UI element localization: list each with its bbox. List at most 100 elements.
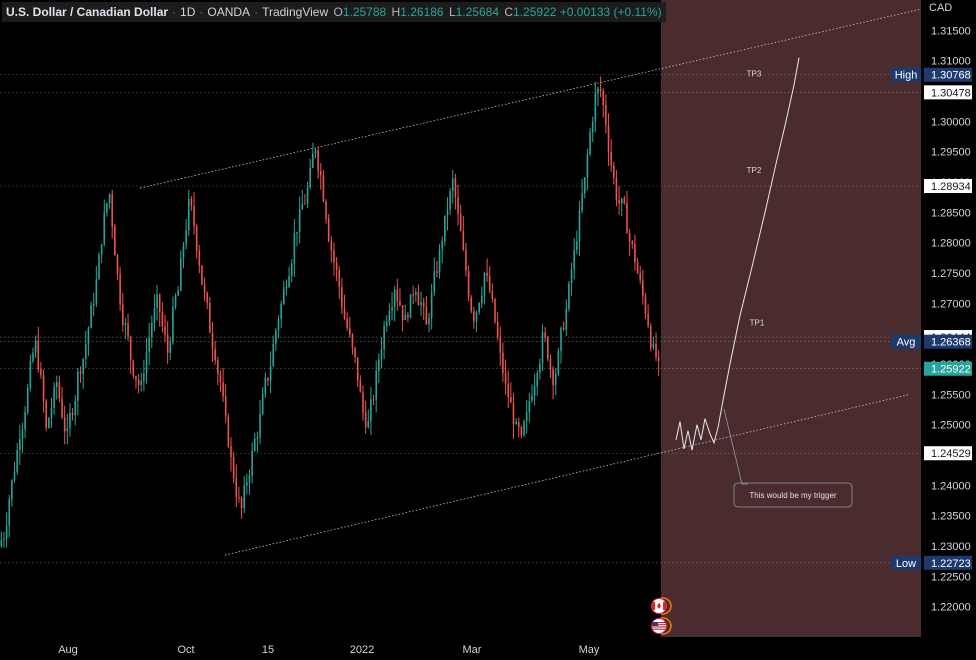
candle-body: [187, 198, 190, 231]
trigger-callout-text: This would be my trigger: [749, 491, 836, 500]
candle-body: [417, 292, 420, 306]
candle-body: [0, 540, 3, 546]
price-level-label: High: [895, 70, 918, 82]
candle-body: [388, 310, 391, 323]
candle-body: [356, 357, 359, 381]
low-value: 1.25684: [455, 5, 500, 19]
candle-body: [565, 308, 568, 330]
candle-body: [378, 359, 380, 372]
candle-body: [275, 330, 277, 344]
candle-body: [5, 525, 8, 539]
candle-body: [367, 421, 370, 428]
price-axis-background: [921, 0, 976, 660]
candle-body: [370, 399, 372, 422]
candle-body: [312, 153, 314, 168]
price-level-label-tag: [891, 334, 921, 349]
candle-body: [570, 268, 573, 284]
candle-body: [491, 291, 494, 299]
candle-body: [253, 438, 256, 451]
candle-body: [108, 194, 111, 204]
price-level-label: Avg: [897, 337, 916, 349]
candle-body: [111, 194, 113, 227]
candle-body: [594, 93, 597, 122]
candle-body: [301, 203, 304, 210]
candle-body: [69, 412, 71, 429]
candle-body: [573, 250, 575, 269]
candle-body: [230, 446, 232, 457]
price-level-label-tag: [891, 555, 921, 570]
candle-body: [240, 498, 243, 509]
currency-unit: CAD: [929, 2, 953, 14]
candle-body: [597, 88, 599, 94]
candle-body: [32, 352, 34, 362]
candle-body: [100, 244, 103, 255]
event-flags[interactable]: [651, 597, 672, 635]
candle-body: [502, 352, 504, 374]
price-level-tag: [924, 67, 972, 82]
candle-body: [53, 386, 55, 409]
candle-body: [533, 386, 536, 396]
candle-body: [127, 323, 129, 337]
price-tick-label: 1.27000: [931, 298, 971, 310]
price-tick-label: 1.23000: [931, 541, 971, 553]
canada-flag-icon[interactable]: [651, 598, 667, 614]
candle-body: [605, 104, 607, 126]
price-tick-label: 1.25000: [931, 420, 971, 432]
candle-body: [475, 312, 478, 322]
candle-body: [330, 240, 333, 251]
tp3-label: TP3: [747, 69, 762, 78]
price-level-tag: [924, 85, 972, 100]
candle-body: [106, 203, 108, 213]
candle-body: [528, 400, 531, 413]
candle-body: [182, 244, 185, 259]
high-label: H: [391, 5, 401, 19]
candle-body: [349, 327, 351, 335]
candle-body: [256, 437, 259, 439]
candle-body: [465, 249, 467, 271]
candle-body: [217, 360, 219, 375]
candle-body: [174, 295, 177, 307]
candle-body: [375, 371, 377, 400]
candle-body: [195, 225, 198, 251]
time-axis[interactable]: Aug Oct 15 2022 Mar May: [0, 637, 976, 660]
candle-body: [649, 325, 652, 348]
candle-body: [583, 177, 586, 194]
candle-body: [267, 377, 269, 381]
upper-trendline: [139, 8, 922, 189]
low-label: L: [448, 5, 456, 19]
candle-body: [549, 358, 552, 370]
price-level-tag: [924, 334, 972, 349]
close-value: 1.25922: [513, 5, 557, 19]
interval[interactable]: 1D: [180, 5, 196, 19]
candle-body: [219, 374, 222, 383]
price-level-value: 1.25922: [931, 364, 971, 376]
price-projection: [675, 57, 800, 451]
candle-body: [45, 401, 47, 428]
us-flag-icon[interactable]: [651, 618, 667, 634]
candle-body: [82, 359, 84, 374]
candle-body: [87, 328, 90, 345]
symbol-name[interactable]: U.S. Dollar / Canadian Dollar: [6, 5, 169, 19]
symbol-header: U.S. Dollar / Canadian Dollar · 1D · OANDA · T…: [2, 2, 666, 22]
price-tick-label: 1.22000: [931, 602, 971, 614]
candle-body: [203, 284, 206, 293]
candle-body: [478, 303, 480, 313]
candle-body: [428, 317, 430, 325]
candle-body: [560, 327, 562, 352]
candle-body: [602, 90, 605, 105]
candle-body: [422, 302, 425, 307]
price-axis[interactable]: 1.315001.310001.305001.300001.295001.290…: [891, 0, 976, 660]
candle-body: [636, 262, 639, 274]
candle-body: [61, 398, 63, 418]
candle-body: [304, 203, 306, 205]
candle-body: [211, 332, 214, 350]
candle-body: [396, 289, 399, 302]
candle-body: [441, 241, 443, 250]
candle-body: [483, 272, 486, 296]
platform: TradingView: [262, 5, 329, 19]
candle-body: [462, 230, 465, 250]
price-level-value: 1.28934: [931, 181, 971, 193]
candle-body: [512, 402, 515, 425]
candlesticks: [0, 76, 660, 548]
